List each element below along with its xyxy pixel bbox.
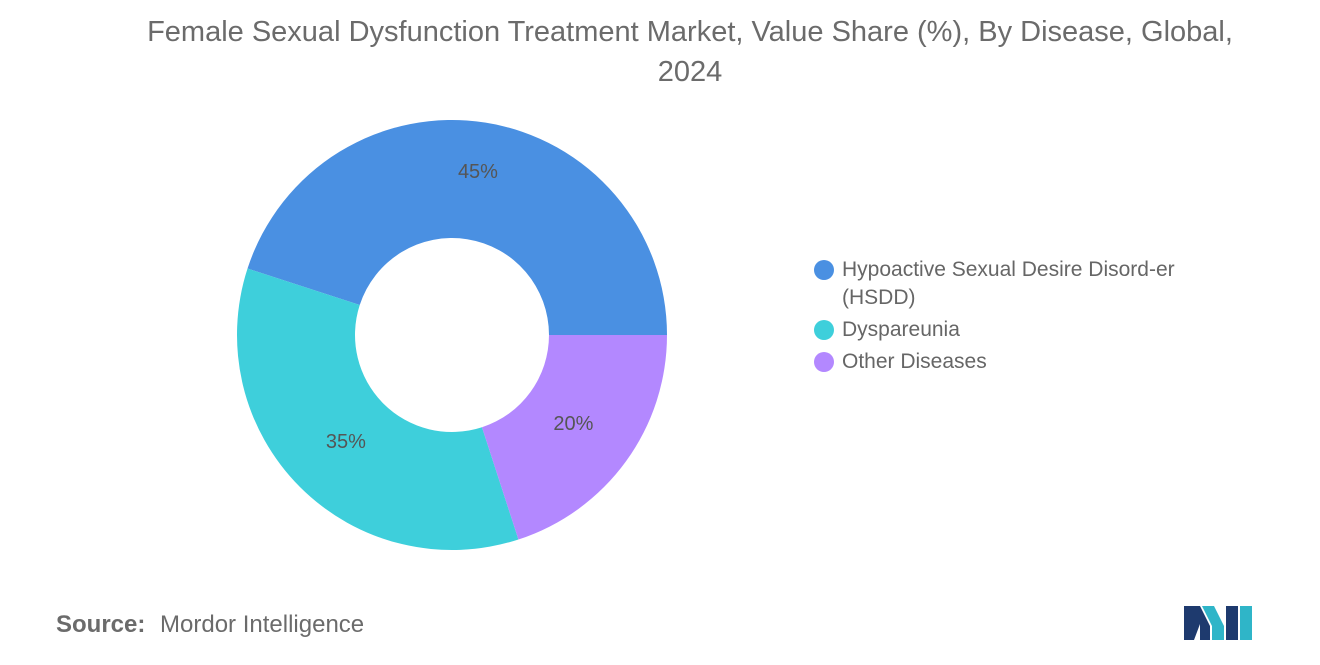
data-label-2: 35% <box>326 431 366 453</box>
source-value: Mordor Intelligence <box>160 611 365 638</box>
legend-label-2: Dyspareunia <box>842 318 960 341</box>
legend-label-1: Hypoactive Sexual Desire Disord-er (HSDD… <box>842 258 1175 309</box>
legend-item-3: Other Diseases <box>814 348 1184 376</box>
legend-item-2: Dyspareunia <box>814 316 1184 344</box>
pie-slice-1 <box>247 119 668 336</box>
source-note: Source: Mordor Intelligence <box>56 611 364 639</box>
source-label: Source: <box>56 611 146 638</box>
pie-slice-3 <box>481 335 667 540</box>
mordor-intelligence-logo-icon <box>1184 606 1252 640</box>
data-label-3: 20% <box>553 413 593 435</box>
legend-swatch-3 <box>814 352 834 372</box>
legend-swatch-1 <box>814 260 834 280</box>
legend: Hypoactive Sexual Desire Disord-er (HSDD… <box>814 256 1184 380</box>
chart-title: Female Sexual Dysfunction Treatment Mark… <box>147 16 1233 88</box>
legend-label-3: Other Diseases <box>842 350 987 373</box>
pie-slice-2 <box>236 268 519 550</box>
data-label-1: 45% <box>458 161 498 183</box>
legend-item-1: Hypoactive Sexual Desire Disord-er (HSDD… <box>814 256 1184 312</box>
legend-swatch-2 <box>814 320 834 340</box>
